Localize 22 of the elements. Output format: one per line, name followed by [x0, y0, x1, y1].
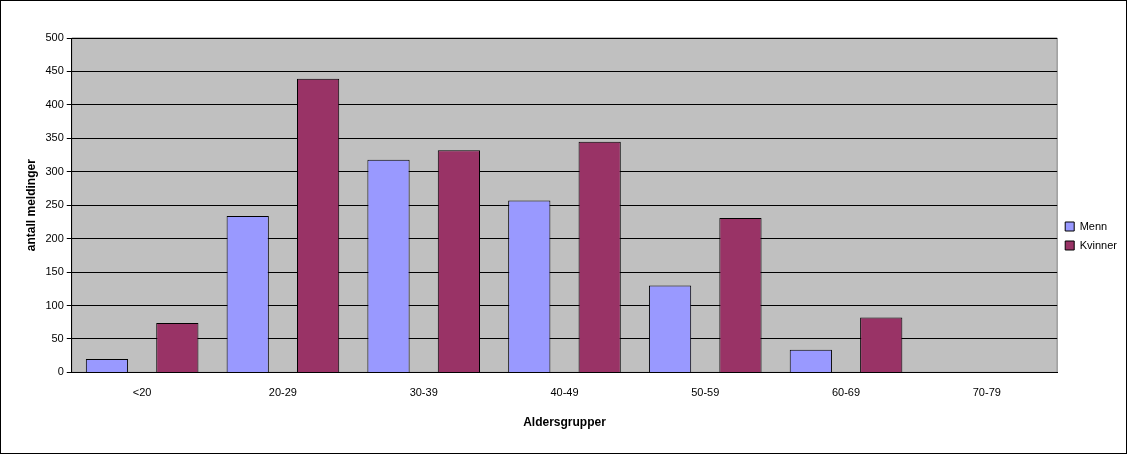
y-tick-label: 250 [45, 198, 64, 211]
x-tick-label: 20-29 [268, 386, 297, 399]
y-tick-label: 400 [45, 97, 64, 110]
y-tick-label: 0 [57, 365, 64, 378]
x-tick-label: <20 [132, 386, 152, 399]
x-tick-label: 40-49 [550, 386, 579, 399]
x-tick-label: 70-79 [972, 386, 1001, 399]
legend-label: Menn [1079, 219, 1108, 232]
x-tick-label: 50-59 [691, 386, 720, 399]
x-axis-title: Aldersgrupper [523, 415, 607, 430]
y-tick-label: 450 [45, 64, 64, 77]
x-tick-label: 30-39 [409, 386, 438, 399]
y-tick-label: 200 [45, 231, 64, 244]
x-tick-label: 60-69 [831, 386, 861, 399]
y-tick-label: 100 [45, 298, 64, 311]
legend-label: Kvinner [1079, 238, 1118, 251]
y-tick-label: 150 [45, 265, 64, 278]
y-tick-label: 50 [51, 331, 64, 344]
y-tick-label: 300 [45, 164, 64, 177]
y-tick-label: 500 [45, 31, 64, 44]
y-axis-title: antall meldinger [23, 158, 38, 252]
y-tick-label: 350 [45, 131, 64, 144]
